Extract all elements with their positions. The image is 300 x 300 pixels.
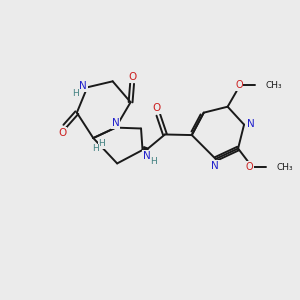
Text: N: N — [143, 151, 151, 161]
Text: H: H — [151, 158, 157, 166]
Text: O: O — [153, 103, 161, 113]
Text: O: O — [235, 80, 243, 90]
Text: N: N — [79, 81, 87, 91]
Text: O: O — [128, 72, 136, 82]
Text: H: H — [92, 144, 99, 153]
Text: N: N — [211, 160, 219, 170]
Text: N: N — [247, 119, 254, 129]
Text: H: H — [73, 89, 79, 98]
Text: CH₃: CH₃ — [266, 81, 282, 90]
Text: CH₃: CH₃ — [277, 163, 293, 172]
Text: O: O — [58, 128, 67, 138]
Text: N: N — [112, 118, 119, 128]
Polygon shape — [144, 147, 148, 153]
Text: H: H — [98, 139, 105, 148]
Text: O: O — [246, 162, 253, 172]
